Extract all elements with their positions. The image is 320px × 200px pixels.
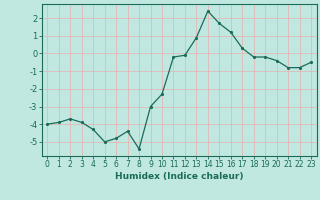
X-axis label: Humidex (Indice chaleur): Humidex (Indice chaleur) — [115, 172, 244, 181]
